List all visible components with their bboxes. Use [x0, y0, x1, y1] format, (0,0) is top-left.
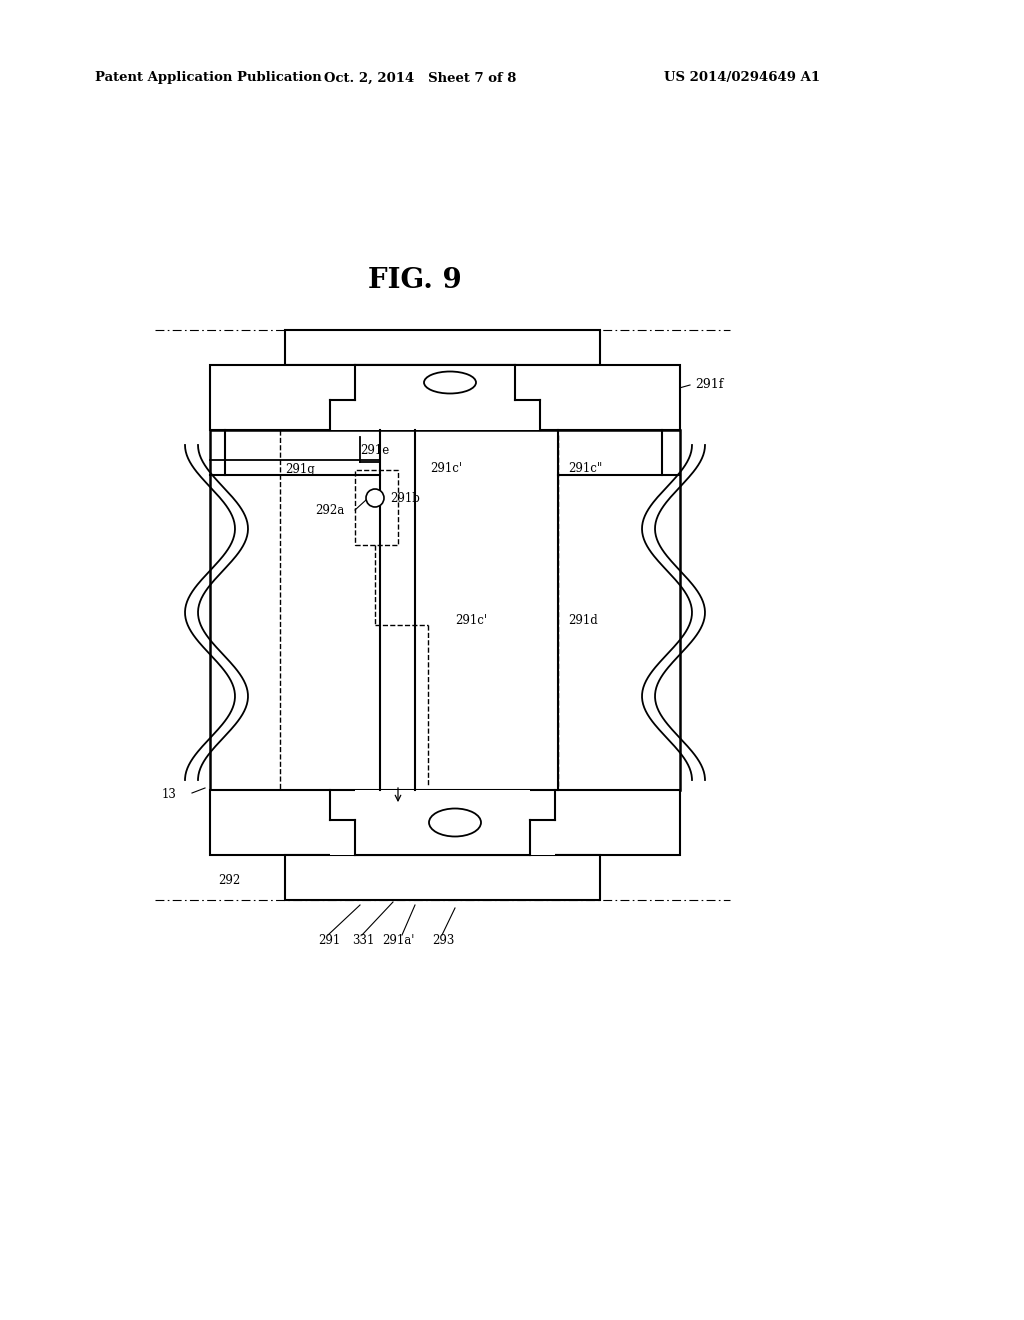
Text: 291f: 291f: [695, 379, 723, 392]
Text: Patent Application Publication: Patent Application Publication: [95, 71, 322, 84]
Ellipse shape: [429, 808, 481, 837]
Bar: [210, 430, 680, 789]
Text: 293: 293: [432, 933, 455, 946]
Text: 331: 331: [352, 933, 375, 946]
Bar: [330, 400, 540, 430]
Text: 291d: 291d: [568, 614, 598, 627]
Text: 291b: 291b: [390, 491, 420, 504]
Text: 291: 291: [318, 933, 340, 946]
Ellipse shape: [424, 371, 476, 393]
Text: 291c': 291c': [455, 614, 487, 627]
Text: 291g: 291g: [285, 463, 314, 477]
Text: Oct. 2, 2014   Sheet 7 of 8: Oct. 2, 2014 Sheet 7 of 8: [324, 71, 516, 84]
Text: US 2014/0294649 A1: US 2014/0294649 A1: [664, 71, 820, 84]
Text: 291a': 291a': [382, 933, 415, 946]
Text: 292a: 292a: [315, 503, 344, 516]
Bar: [355, 789, 530, 820]
Text: FIG. 9: FIG. 9: [368, 267, 462, 293]
Bar: [355, 470, 398, 545]
Bar: [355, 366, 515, 400]
Text: 291e: 291e: [360, 444, 389, 457]
Bar: [285, 330, 600, 366]
Text: 291c": 291c": [568, 462, 602, 474]
Bar: [210, 366, 680, 430]
Text: 291c': 291c': [430, 462, 462, 474]
Bar: [285, 855, 600, 900]
Circle shape: [366, 488, 384, 507]
Text: 292: 292: [218, 874, 241, 887]
Text: 13: 13: [162, 788, 177, 801]
Bar: [210, 789, 680, 855]
Bar: [330, 820, 555, 855]
